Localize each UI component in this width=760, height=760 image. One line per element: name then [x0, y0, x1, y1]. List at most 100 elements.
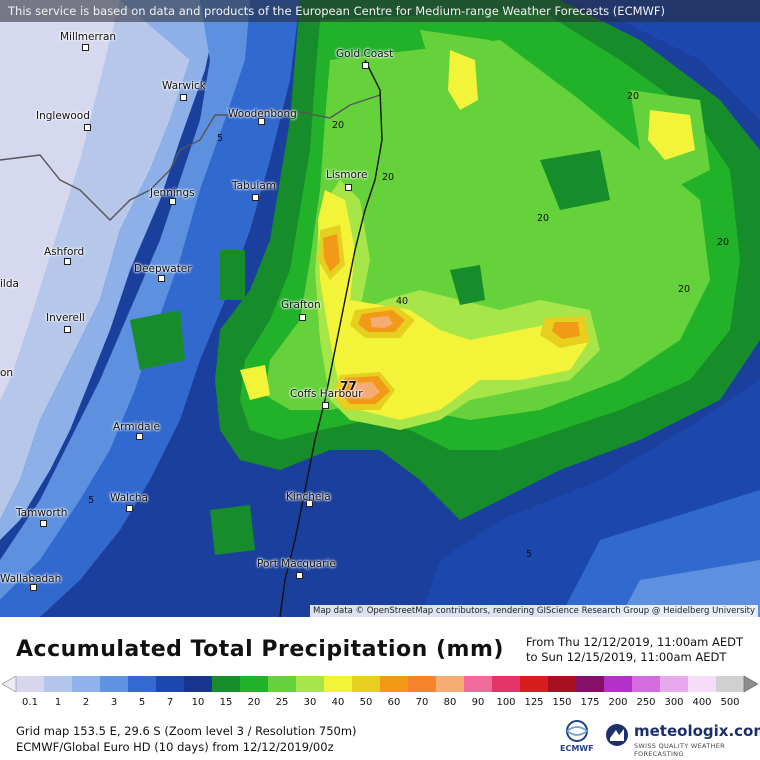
- contour-label: 20: [717, 237, 730, 248]
- scale-swatch: [44, 676, 73, 692]
- scale-tick-label: 20: [247, 697, 261, 708]
- scale-tick-label: 25: [275, 697, 289, 708]
- scale-tick-label: 30: [303, 697, 317, 708]
- city-label-grafton[interactable]: Grafton: [281, 299, 321, 311]
- contour-label: 40: [396, 296, 409, 307]
- scale-tick-label: 50: [359, 697, 373, 708]
- precipitation-map[interactable]: This service is based on data and produc…: [0, 0, 760, 617]
- city-dot: [322, 402, 329, 409]
- ecmwf-notice-banner: This service is based on data and produc…: [0, 0, 760, 22]
- city-label-inverell[interactable]: Inverell: [46, 312, 85, 324]
- city-label-kinchela[interactable]: Kinchela: [286, 491, 331, 503]
- city-label-port-macquarie[interactable]: Port Macquarie: [257, 558, 336, 570]
- scale-tick-label: 150: [552, 697, 572, 708]
- city-dot: [82, 44, 89, 51]
- scale-swatch: [380, 676, 409, 692]
- banner-text: This service is based on data and produc…: [8, 4, 665, 18]
- city-dot: [84, 124, 91, 131]
- city-dot: [345, 184, 352, 191]
- city-label-tabulam[interactable]: Tabulam: [232, 180, 277, 192]
- meteologix-logo[interactable]: meteologix.com SWISS QUALITY WEATHER FOR…: [604, 720, 760, 758]
- contour-label: 5: [88, 495, 95, 506]
- city-label-inglewood[interactable]: Inglewood: [36, 110, 90, 122]
- scale-swatch: [548, 676, 577, 692]
- scale-tick-label: 80: [443, 697, 457, 708]
- ecmwf-globe-icon: [566, 720, 589, 742]
- scale-swatch: [688, 676, 717, 692]
- city-label-wallabadah[interactable]: Wallabadah: [0, 573, 62, 585]
- period-from: From Thu 12/12/2019, 11:00am AEDT: [526, 635, 744, 649]
- city-dot: [169, 198, 176, 205]
- period-to: to Sun 12/15/2019, 11:00am AEDT: [526, 650, 727, 664]
- city-dot: [64, 258, 71, 265]
- scale-swatch: [72, 676, 101, 692]
- scale-tick-label: 90: [471, 697, 485, 708]
- city-label-coffs-harbour[interactable]: Coffs Harbour: [290, 388, 363, 400]
- city-dot: [362, 62, 369, 69]
- map-attribution[interactable]: Map data © OpenStreetMap contributors, r…: [310, 605, 758, 617]
- model-info: ECMWF/Global Euro HD (10 days) from 12/1…: [16, 740, 334, 754]
- city-label-walcha[interactable]: Walcha: [110, 492, 148, 504]
- scale-tick-label: 175: [580, 697, 600, 708]
- scale-swatch: [660, 676, 689, 692]
- city-label-ashford[interactable]: Ashford: [44, 246, 85, 258]
- scale-swatch: [296, 676, 325, 692]
- scale-swatch: [240, 676, 269, 692]
- scale-swatch: [268, 676, 297, 692]
- contour-label: 20: [627, 91, 640, 102]
- city-dot: [40, 520, 47, 527]
- city-dot: [136, 433, 143, 440]
- city-dot: [64, 326, 71, 333]
- legend-panel: Accumulated Total Precipitation (mm) Fro…: [0, 617, 760, 760]
- scale-tick-label: 1: [54, 697, 62, 708]
- city-label-lismore[interactable]: Lismore: [326, 169, 368, 181]
- max-precipitation-value: 77: [340, 379, 357, 393]
- city-dot: [158, 275, 165, 282]
- city-label-woodenbong[interactable]: Woodenbong: [228, 108, 297, 120]
- scale-tick-label: 100: [496, 697, 516, 708]
- scale-tick-label: 300: [664, 697, 684, 708]
- city-label-millmerran[interactable]: Millmerran: [60, 31, 117, 43]
- scale-swatch: [632, 676, 661, 692]
- city-label-edge-on: on: [0, 367, 14, 379]
- scale-tick-label: 500: [720, 697, 740, 708]
- scale-swatch: [128, 676, 157, 692]
- city-label-warwick[interactable]: Warwick: [162, 80, 206, 92]
- scale-tick-label: 15: [219, 697, 233, 708]
- city-label-armidale[interactable]: Armidale: [113, 421, 160, 433]
- scale-tick-label: 400: [692, 697, 712, 708]
- city-dot: [126, 505, 133, 512]
- scale-tick-label: 10: [191, 697, 205, 708]
- scale-tick-label: 5: [138, 697, 146, 708]
- map-title: Accumulated Total Precipitation (mm): [16, 637, 504, 662]
- color-scale-ticks: 0.1 1 2 3 5 7 10 15 20 25 30 40 50 60 70 80 90 100 125 150 1…: [0, 697, 760, 711]
- contour-label: 20: [382, 172, 395, 183]
- city-label-gold-coast[interactable]: Gold Coast: [336, 48, 394, 60]
- scale-left-arrow-icon: [1, 675, 17, 693]
- scale-tick-label: 70: [415, 697, 429, 708]
- scale-swatch: [464, 676, 493, 692]
- city-label-jennings[interactable]: Jennings: [150, 187, 195, 199]
- grid-info: Grid map 153.5 E, 29.6 S (Zoom level 3 /…: [16, 724, 357, 738]
- meteologix-tagline: SWISS QUALITY WEATHER FORECASTING: [634, 742, 725, 758]
- city-label-tamworth[interactable]: Tamworth: [16, 507, 68, 519]
- ecmwf-logo-text: ECMWF: [560, 744, 594, 753]
- contour-label: 20: [678, 284, 691, 295]
- scale-swatch: [436, 676, 465, 692]
- ecmwf-logo[interactable]: ECMWF: [560, 720, 594, 756]
- city-label-deepwater[interactable]: Deepwater: [134, 263, 192, 275]
- color-scale-bar: [1, 675, 759, 693]
- scale-tick-label: 2: [82, 697, 90, 708]
- scale-tick-label: 60: [387, 697, 401, 708]
- contour-label: 20: [332, 120, 345, 131]
- city-dot: [258, 118, 265, 125]
- city-dot: [30, 584, 37, 591]
- map-metadata: Grid map 153.5 E, 29.6 S (Zoom level 3 /…: [16, 723, 357, 755]
- city-dot: [180, 94, 187, 101]
- scale-swatch: [576, 676, 605, 692]
- precipitation-field: [0, 0, 760, 617]
- scale-right-arrow-icon: [743, 675, 759, 693]
- scale-tick-label: 125: [524, 697, 544, 708]
- contour-label: 5: [526, 549, 533, 560]
- city-label-edge-ilda: ilda: [0, 278, 19, 290]
